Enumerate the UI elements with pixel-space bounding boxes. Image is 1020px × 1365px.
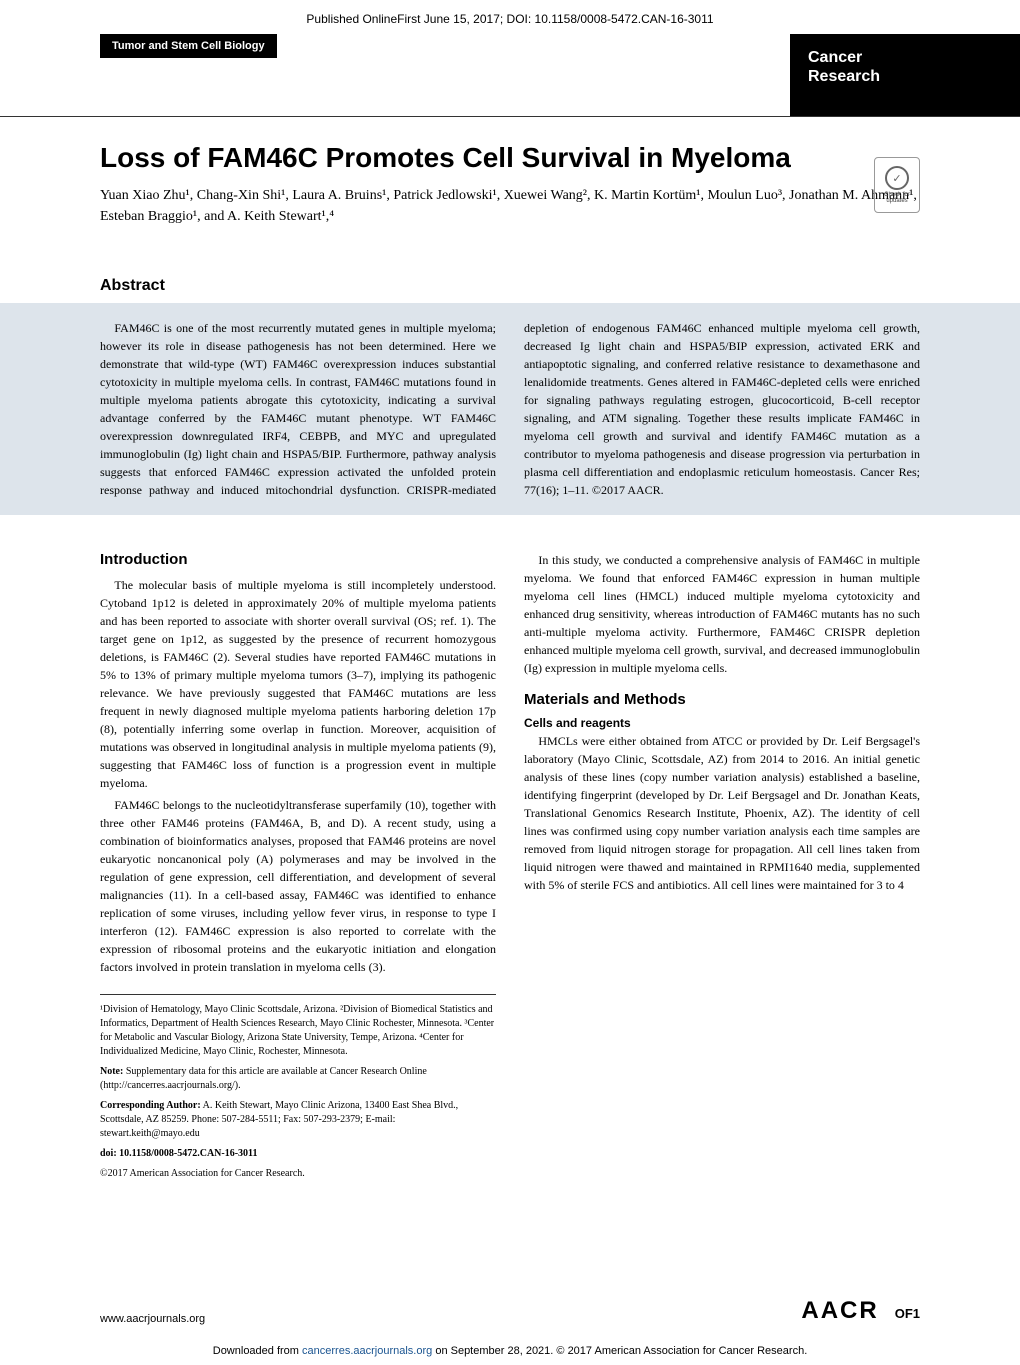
introduction-heading: Introduction — [100, 551, 496, 568]
cells-reagents-subheading: Cells and reagents — [524, 716, 920, 730]
corresponding-author: Corresponding Author: A. Keith Stewart, … — [100, 1099, 496, 1141]
abstract-text: FAM46C is one of the most recurrently mu… — [100, 319, 920, 499]
footer-url[interactable]: www.aacrjournals.org — [100, 1313, 205, 1325]
download-pre: Downloaded from — [213, 1345, 302, 1357]
abstract-heading: Abstract — [0, 277, 1020, 303]
abstract-content: FAM46C is one of the most recurrently mu… — [0, 303, 1020, 515]
methods-paragraph-1: HMCLs were either obtained from ATCC or … — [524, 732, 920, 894]
intro-paragraph-3: In this study, we conducted a comprehens… — [524, 551, 920, 677]
published-online-header: Published OnlineFirst June 15, 2017; DOI… — [0, 0, 1020, 34]
journal-name-line2: Research — [808, 67, 960, 86]
download-link[interactable]: cancerres.aacrjournals.org — [302, 1345, 432, 1357]
intro-paragraph-1: The molecular basis of multiple myeloma … — [100, 576, 496, 792]
header-band: Tumor and Stem Cell Biology Cancer Resea… — [0, 34, 1020, 117]
affiliations: ¹Division of Hematology, Mayo Clinic Sco… — [100, 1003, 496, 1059]
intro-paragraph-2: FAM46C belongs to the nucleotidyltransfe… — [100, 796, 496, 976]
download-footer-note: Downloaded from cancerres.aacrjournals.o… — [0, 1345, 1020, 1357]
article-section-label: Tumor and Stem Cell Biology — [100, 34, 277, 58]
article-title: Loss of FAM46C Promotes Cell Survival in… — [100, 141, 920, 175]
materials-methods-heading: Materials and Methods — [524, 691, 920, 708]
author-list: Yuan Xiao Zhu¹, Chang-Xin Shi¹, Laura A.… — [100, 185, 920, 227]
page-number: OF1 — [895, 1306, 920, 1321]
supplementary-note-text: Supplementary data for this article are … — [100, 1066, 427, 1091]
page-footer: www.aacrjournals.org AACR OF1 — [0, 1297, 1020, 1325]
copyright: ©2017 American Association for Cancer Re… — [100, 1167, 496, 1181]
check-updates-badge[interactable]: ✓ Check for updates — [874, 157, 920, 213]
journal-name-block: Cancer Research — [790, 34, 1020, 116]
footnotes-block: ¹Division of Hematology, Mayo Clinic Sco… — [100, 994, 496, 1181]
journal-name-line1: Cancer — [808, 48, 960, 67]
download-post: on September 28, 2021. © 2017 American A… — [432, 1345, 807, 1357]
aacr-logo: AACR — [801, 1297, 878, 1325]
check-updates-icon: ✓ — [885, 166, 909, 190]
doi: doi: 10.1158/0008-5472.CAN-16-3011 — [100, 1147, 496, 1161]
supplementary-note: Note: Supplementary data for this articl… — [100, 1065, 496, 1093]
check-updates-text: Check for updates — [875, 192, 919, 204]
